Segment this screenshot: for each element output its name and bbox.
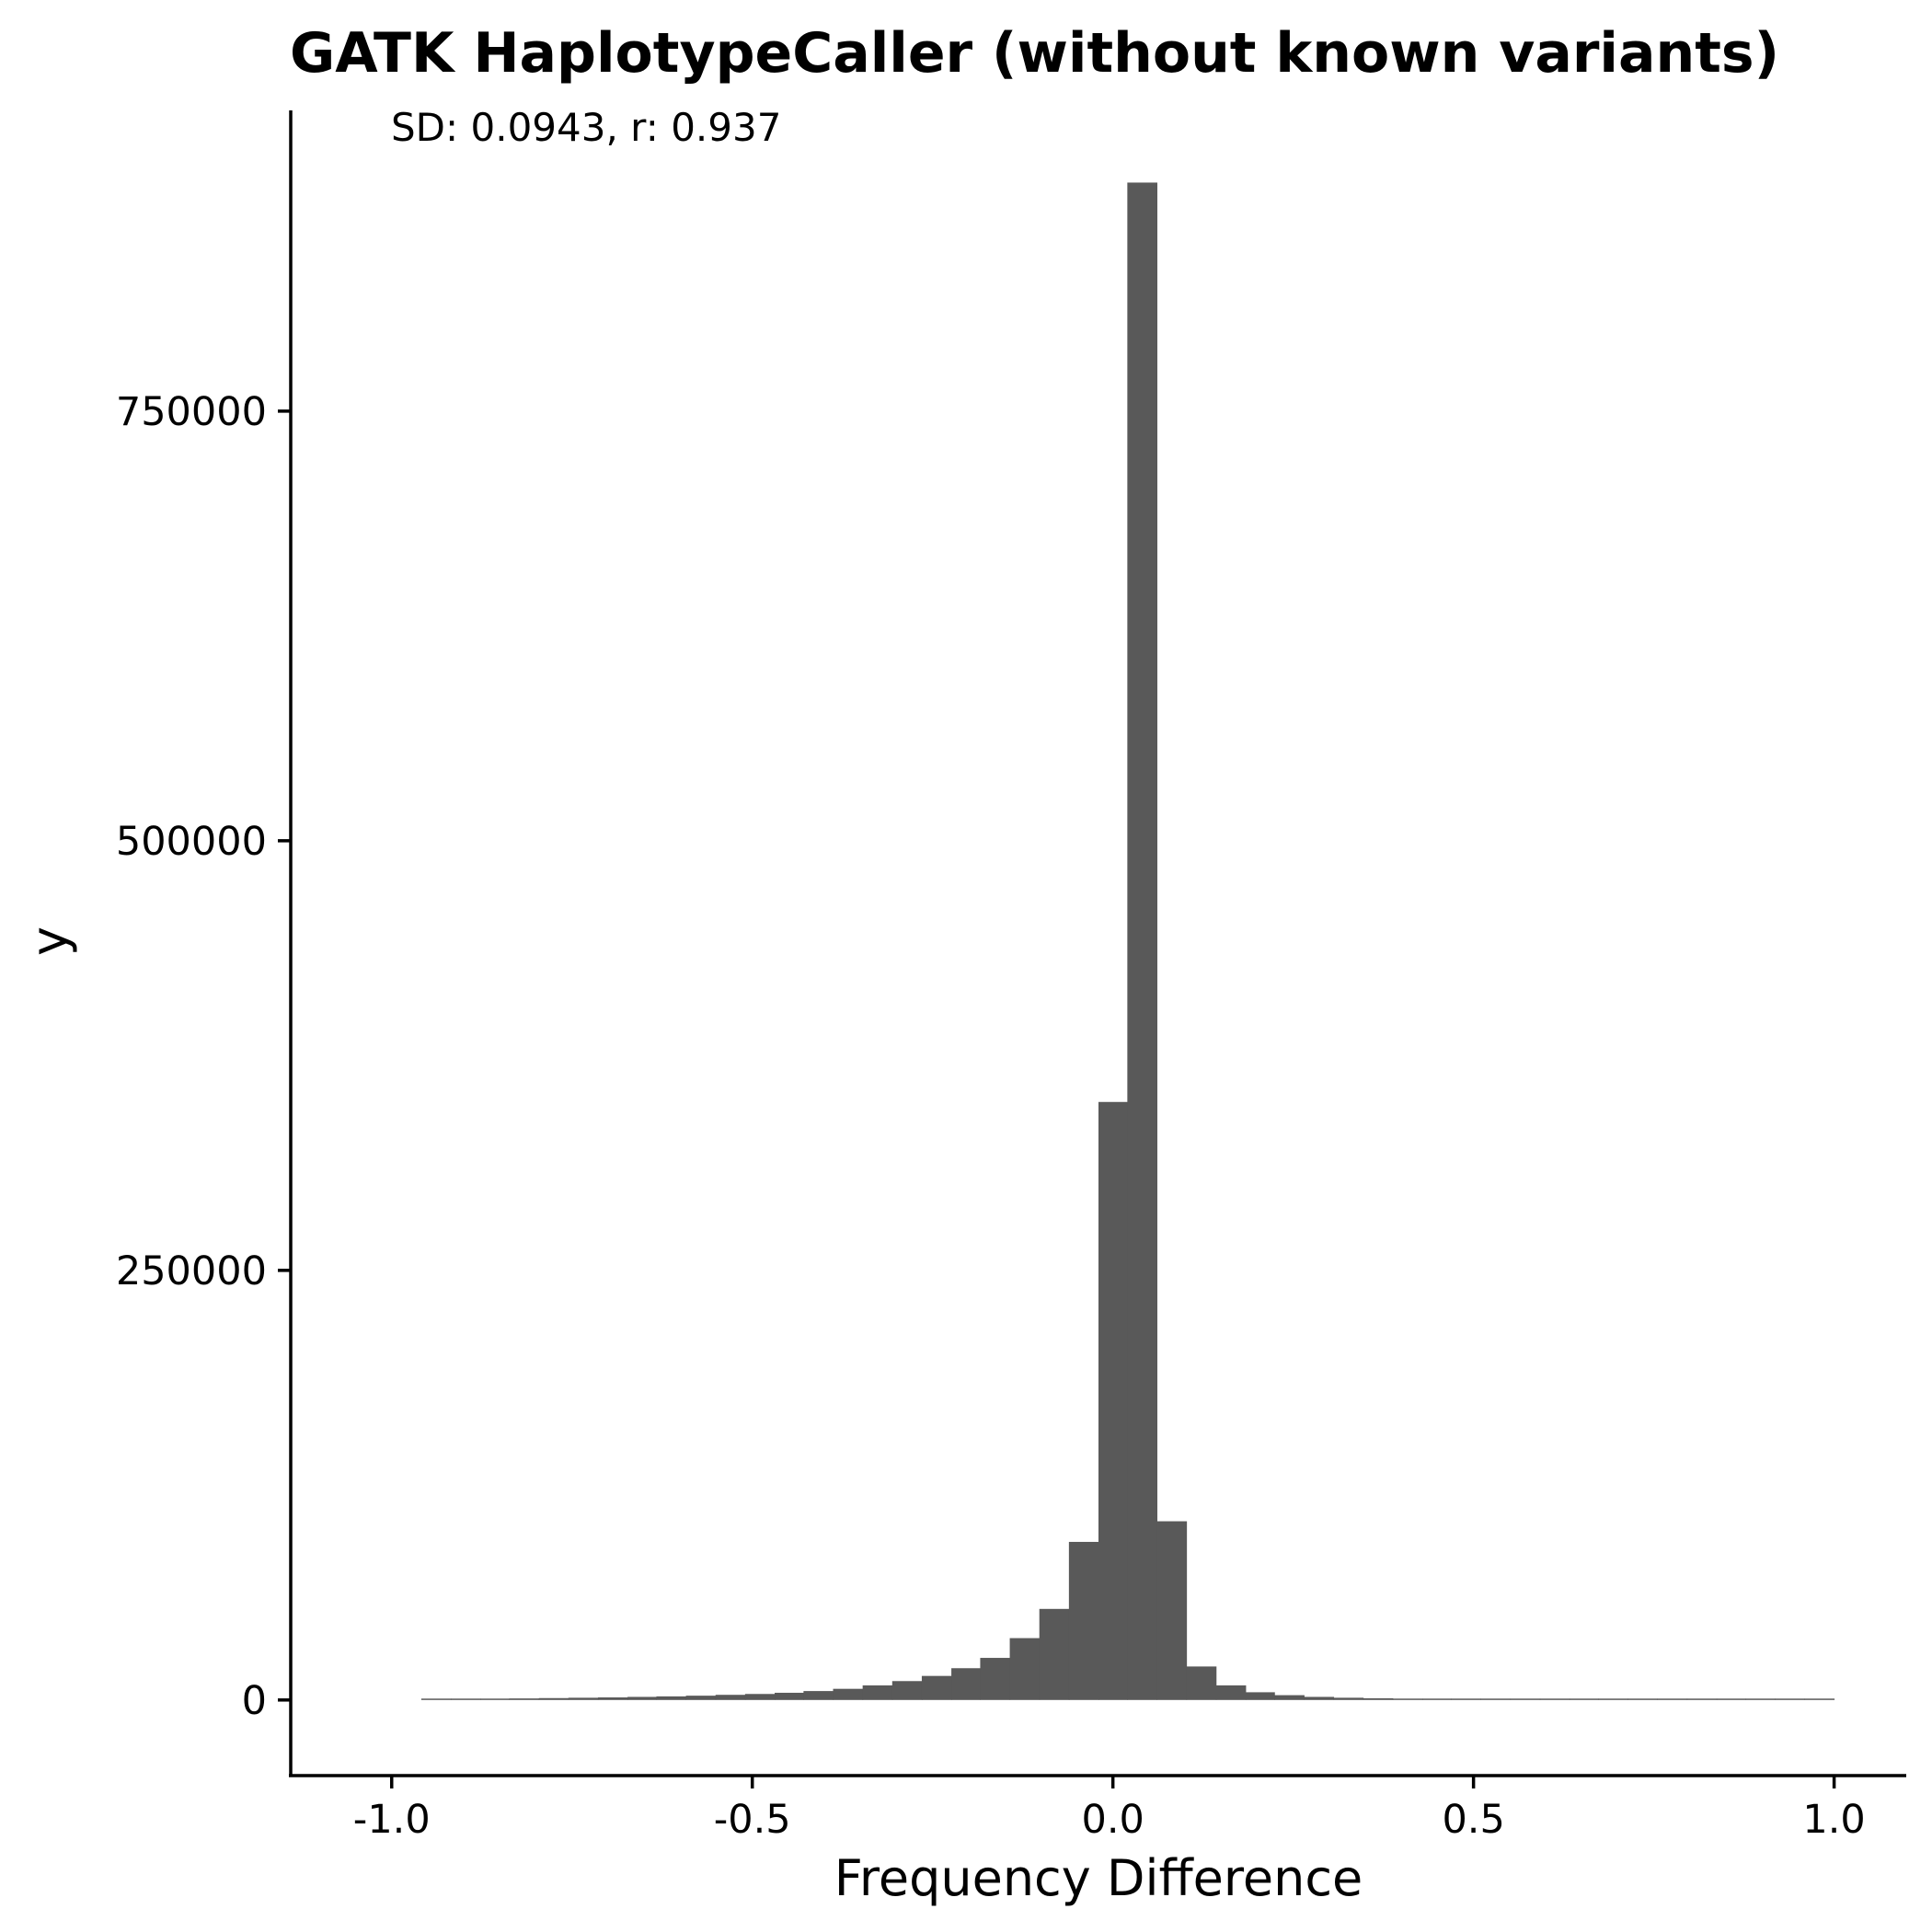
histogram-bar <box>1245 1692 1275 1700</box>
x-tick-label: 0.5 <box>1442 1797 1504 1843</box>
x-tick-label: -0.5 <box>714 1797 791 1843</box>
histogram-bar <box>1156 1521 1188 1700</box>
y-axis-ticks: 0 250000 500000 750000 <box>116 389 291 1724</box>
histogram-bar <box>1421 1698 1452 1700</box>
histogram-bar <box>656 1696 687 1700</box>
histogram-bar <box>1098 1101 1128 1700</box>
histogram-bar <box>921 1675 952 1700</box>
chart-title: GATK HaplotypeCaller (without known vari… <box>290 21 1779 86</box>
chart-subtitle: SD: 0.0943, r: 0.937 <box>391 105 781 150</box>
x-tick-label: 1.0 <box>1802 1797 1865 1843</box>
histogram-bar <box>1657 1698 1688 1700</box>
y-tick-label: 250000 <box>116 1248 267 1294</box>
histogram-bar <box>1716 1698 1746 1700</box>
histogram-bar <box>1186 1666 1217 1700</box>
histogram-bar <box>1451 1698 1481 1700</box>
histogram-bar <box>627 1696 657 1700</box>
histogram-bar <box>1598 1698 1628 1700</box>
histogram-bar <box>891 1681 923 1700</box>
histogram-bar <box>951 1668 981 1700</box>
histogram-bar <box>1127 182 1157 1700</box>
histogram-bar <box>980 1658 1011 1700</box>
histogram-bar <box>1274 1695 1305 1700</box>
y-axis-title: y <box>20 926 78 956</box>
y-tick-label: 500000 <box>116 819 267 865</box>
histogram-bar <box>685 1696 717 1700</box>
histogram-bar <box>480 1698 511 1700</box>
histogram-bar <box>509 1698 540 1700</box>
histogram-bar <box>1627 1698 1659 1700</box>
histogram-bar <box>1480 1698 1512 1700</box>
histogram-bar <box>1333 1697 1364 1700</box>
y-tick-label: 0 <box>242 1678 267 1724</box>
histogram-bar <box>1775 1698 1805 1700</box>
histogram-bar <box>420 1698 452 1700</box>
histogram-bar <box>1510 1698 1541 1700</box>
histogram-bar <box>862 1685 893 1700</box>
histogram-bar <box>1392 1698 1423 1700</box>
histogram-bar <box>1039 1608 1070 1700</box>
histogram-bar <box>1686 1698 1718 1700</box>
histogram-bar <box>833 1688 864 1700</box>
histogram-bar <box>1304 1696 1335 1700</box>
histogram-bar <box>597 1697 628 1700</box>
histogram-bar <box>1745 1698 1776 1700</box>
histogram-bar <box>1804 1698 1835 1700</box>
histogram-bars <box>420 182 1835 1700</box>
histogram-bar <box>1009 1638 1041 1700</box>
x-tick-label: 0.0 <box>1081 1797 1144 1843</box>
histogram-bar <box>1539 1698 1570 1700</box>
y-tick-label: 750000 <box>116 389 267 435</box>
histogram-bar <box>1068 1541 1099 1700</box>
histogram-bar <box>1569 1698 1599 1700</box>
histogram-bar <box>775 1692 804 1700</box>
histogram-bar <box>1215 1685 1247 1700</box>
x-tick-label: -1.0 <box>353 1797 431 1843</box>
histogram-bar <box>538 1697 569 1700</box>
histogram-bar <box>715 1695 746 1700</box>
histogram-bar <box>744 1694 776 1700</box>
x-axis-ticks: -1.0 -0.5 0.0 0.5 1.0 <box>353 1776 1866 1843</box>
x-axis-title: Frequency Difference <box>834 1849 1363 1907</box>
histogram-bar <box>451 1698 481 1700</box>
histogram-bar <box>1363 1697 1394 1700</box>
histogram-bar <box>803 1691 834 1700</box>
histogram-bar <box>568 1697 599 1700</box>
